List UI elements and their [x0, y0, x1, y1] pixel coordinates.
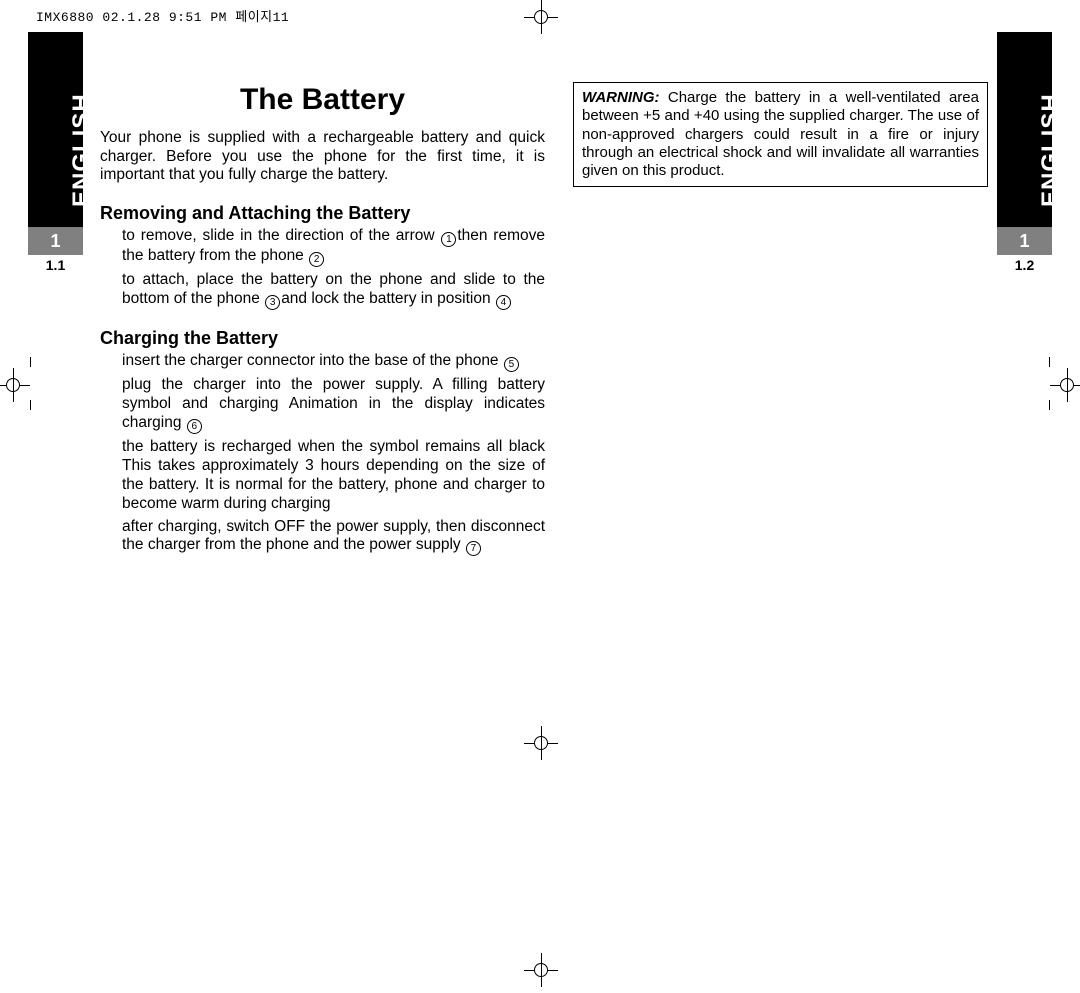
- section1-step1: to remove, slide in the direction of the…: [122, 227, 545, 267]
- section2-step1: insert the charger connector into the ba…: [122, 352, 545, 372]
- section-heading-charging: Charging the Battery: [100, 328, 545, 350]
- text-fragment: plug the charger into the power supply. …: [122, 376, 545, 431]
- language-tab-left: ENGLISH: [28, 32, 83, 227]
- ref-2-icon: 2: [309, 252, 324, 267]
- left-page-column: The Battery Your phone is supplied with …: [100, 82, 545, 560]
- section2-step3: the battery is recharged when the symbol…: [122, 438, 545, 514]
- registration-mark-icon: [524, 953, 558, 987]
- print-header: IMX6880 02.1.28 9:51 PM 페이지11: [36, 6, 289, 25]
- section1-body: to remove, slide in the direction of the…: [100, 227, 545, 310]
- section2-step4: after charging, switch OFF the power sup…: [122, 518, 545, 557]
- ref-5-icon: 5: [504, 357, 519, 372]
- crop-tick: [30, 400, 31, 410]
- ref-7-icon: 7: [466, 541, 481, 556]
- crop-tick: [30, 357, 31, 367]
- language-tab-right: ENGLISH: [997, 32, 1052, 227]
- section2-body: insert the charger connector into the ba…: [100, 352, 545, 556]
- page-number-left: 1.1: [28, 255, 83, 273]
- ref-3-icon: 3: [265, 295, 280, 310]
- registration-mark-icon: [524, 0, 558, 34]
- text-fragment: to remove, slide in the direction of the…: [122, 227, 440, 244]
- text-fragment: insert the charger connector into the ba…: [122, 352, 503, 369]
- language-label: ENGLISH: [1037, 93, 1065, 207]
- left-sidebar: ENGLISH 1 1.1: [28, 32, 83, 952]
- ref-6-icon: 6: [187, 419, 202, 434]
- registration-mark-icon: [1050, 368, 1080, 402]
- right-sidebar: ENGLISH 1 1.2: [997, 32, 1052, 952]
- language-label: ENGLISH: [68, 93, 96, 207]
- section-heading-remove-attach: Removing and Attaching the Battery: [100, 203, 545, 225]
- warning-label: WARNING:: [582, 89, 660, 106]
- crop-tick: [1049, 400, 1050, 410]
- registration-mark-icon: [0, 368, 30, 402]
- text-fragment: and lock the battery in position: [281, 290, 495, 307]
- crop-tick: [1049, 357, 1050, 367]
- chapter-number-right: 1: [997, 227, 1052, 255]
- text-fragment: after charging, switch OFF the power sup…: [122, 518, 545, 554]
- page-title: The Battery: [100, 82, 545, 119]
- section2-step2: plug the charger into the power supply. …: [122, 376, 545, 434]
- registration-mark-icon: [524, 726, 558, 760]
- chapter-number-left: 1: [28, 227, 83, 255]
- ref-4-icon: 4: [496, 295, 511, 310]
- ref-1-icon: 1: [441, 232, 456, 247]
- warning-box: WARNING: Charge the battery in a well-ve…: [573, 82, 988, 187]
- page-number-right: 1.2: [997, 255, 1052, 273]
- section1-step2: to attach, place the battery on the phon…: [122, 271, 545, 310]
- right-page-column: WARNING: Charge the battery in a well-ve…: [573, 82, 988, 187]
- intro-paragraph: Your phone is supplied with a rechargeab…: [100, 129, 545, 186]
